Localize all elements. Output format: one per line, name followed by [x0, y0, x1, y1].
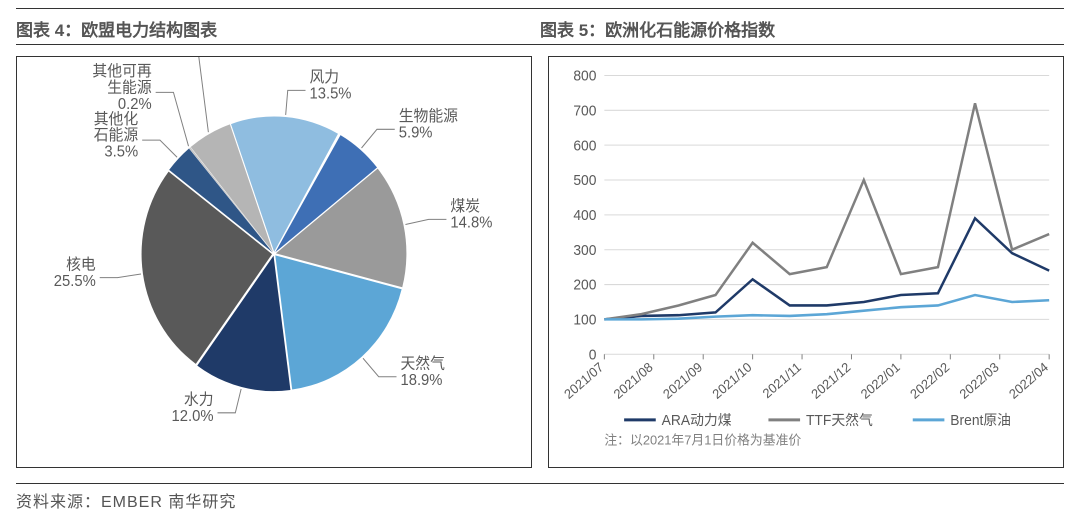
pie-label: 其他化石能源3.5%: [94, 111, 138, 161]
pie-label: 水力12.0%: [172, 391, 214, 425]
y-tick-label: 100: [573, 311, 596, 327]
x-tick-label: 2021/12: [808, 359, 853, 402]
pie-chart-box: 生物能源5.9% 煤炭14.8% 天然气18.9% 水力12.0% 核电25.5% 其他化…: [16, 56, 532, 468]
y-tick-label: 600: [573, 137, 596, 153]
pie-leader: [142, 140, 177, 157]
x-tick-label: 2021/08: [611, 359, 656, 402]
pie-leader: [362, 129, 395, 148]
pie-leader: [363, 358, 396, 376]
charts-row: 生物能源5.9% 煤炭14.8% 天然气18.9% 水力12.0% 核电25.5% 其他化…: [16, 56, 1064, 468]
series-line: [604, 103, 1049, 319]
bottom-rule: [16, 483, 1064, 484]
pie-leader: [100, 274, 141, 278]
chart5-title: 图表 5：欧洲化石能源价格指数: [540, 16, 1064, 41]
x-tick-label: 2022/03: [957, 359, 1002, 402]
legend-label: TTF天然气: [806, 412, 873, 428]
titles-row: 图表 4：欧盟电力结构图表 图表 5：欧洲化石能源价格指数: [16, 16, 1064, 41]
title-divider: [16, 44, 1064, 45]
legend-label: Brent原油: [950, 412, 1011, 428]
y-tick-label: 500: [573, 172, 596, 188]
x-tick-label: 2021/10: [709, 359, 754, 402]
line-chart-box: 01002003004005006007008002021/072021/082…: [548, 56, 1064, 468]
pie-leader: [286, 90, 306, 115]
pie-label: 风力13.5%: [309, 69, 351, 103]
pie-label: 天然气18.9%: [400, 355, 444, 389]
source-text: 资料来源：EMBER 南华研究: [16, 488, 236, 512]
chart4-title: 图表 4：欧盟电力结构图表: [16, 16, 540, 41]
pie-chart-svg: 生物能源5.9% 煤炭14.8% 天然气18.9% 水力12.0% 核电25.5% 其他化…: [17, 57, 531, 467]
pie-label: 其他可再生能源0.2%: [92, 63, 151, 113]
y-tick-label: 700: [573, 102, 596, 118]
series-line: [604, 218, 1049, 319]
pie-label: 生物能源5.9%: [399, 108, 458, 142]
x-tick-label: 2022/02: [907, 359, 952, 402]
pie-leader: [179, 57, 208, 132]
pie-label: 煤炭14.8%: [450, 198, 492, 232]
y-tick-label: 200: [573, 276, 596, 292]
x-tick-label: 2022/01: [858, 359, 903, 402]
top-rule: [16, 8, 1064, 9]
pie-leader: [218, 389, 242, 413]
x-tick-label: 2021/11: [760, 359, 804, 401]
pie-label: 核电25.5%: [54, 256, 96, 290]
chart-footnote: 注：以2021年7月1日价格为基准价: [604, 432, 801, 447]
x-tick-label: 2021/09: [660, 359, 705, 402]
pie-leader: [156, 92, 189, 146]
y-tick-label: 800: [573, 67, 596, 83]
x-tick-label: 2021/07: [561, 359, 606, 402]
pie-leader: [405, 219, 446, 224]
legend-label: ARA动力煤: [662, 412, 732, 428]
y-tick-label: 300: [573, 242, 596, 258]
line-chart-svg: 01002003004005006007008002021/072021/082…: [549, 57, 1063, 467]
x-tick-label: 2022/04: [1006, 359, 1051, 402]
y-tick-label: 400: [573, 207, 596, 223]
